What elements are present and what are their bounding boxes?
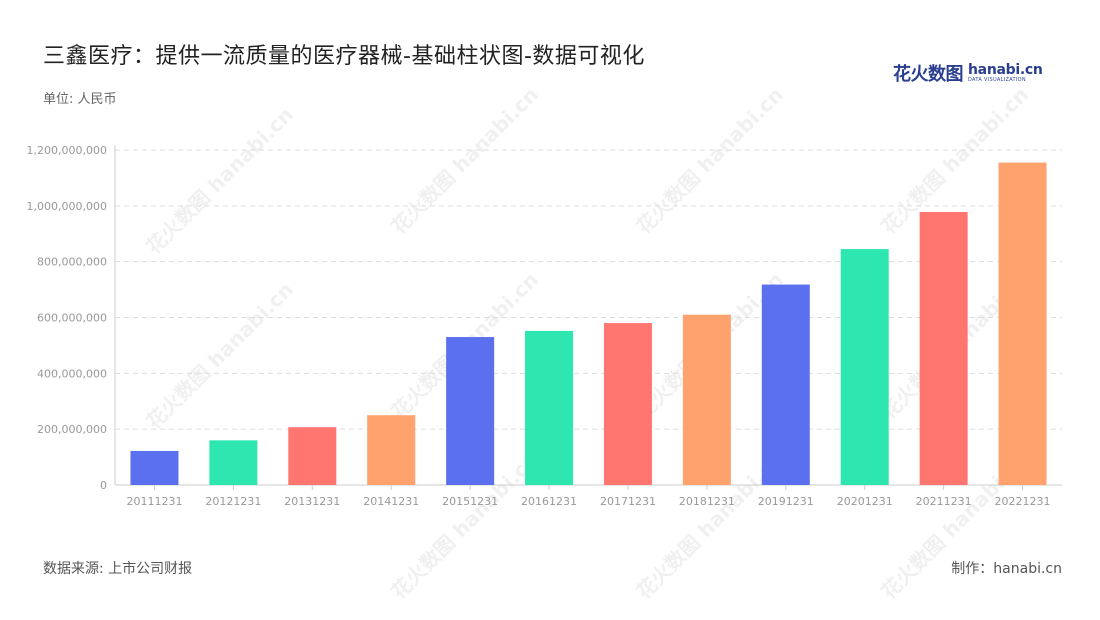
x-tick-label: 20151231: [442, 495, 498, 508]
bar: [682, 314, 731, 485]
y-tick-label: 600,000,000: [37, 312, 107, 325]
bar: [130, 450, 179, 485]
credit-label: 制作：hanabi.cn: [951, 561, 1062, 577]
bar: [209, 440, 258, 485]
x-tick-label: 20161231: [521, 495, 577, 508]
x-tick-label: 20121231: [205, 495, 261, 508]
x-tick-label: 20191231: [758, 495, 814, 508]
bar: [603, 323, 652, 485]
bar: [446, 337, 495, 485]
logo-text-en-group: hanabi.cn DATA VISUALIZATION: [968, 63, 1043, 83]
x-tick-label: 20131231: [284, 495, 340, 508]
y-tick-label: 1,000,000,000: [27, 200, 107, 213]
x-tick-label: 20181231: [679, 495, 735, 508]
x-tick-label: 20141231: [363, 495, 419, 508]
unit-label: 单位: 人民币: [43, 92, 117, 107]
y-tick-label: 200,000,000: [37, 423, 107, 436]
bar: [525, 330, 574, 485]
bar: [761, 284, 810, 485]
bar: [998, 162, 1047, 485]
y-tick-label: 400,000,000: [37, 367, 107, 380]
bar: [367, 415, 416, 485]
y-tick-label: 0: [100, 479, 107, 492]
data-source: 数据来源: 上市公司财报: [43, 561, 193, 577]
bar: [919, 211, 968, 485]
y-tick-label: 1,200,000,000: [27, 144, 107, 157]
x-tick-label: 20171231: [600, 495, 656, 508]
logo-text-en: hanabi.cn: [968, 62, 1043, 78]
x-tick-label: 20221231: [995, 495, 1051, 508]
y-tick-label: 800,000,000: [37, 256, 107, 269]
x-tick-label: 20201231: [837, 495, 893, 508]
bar: [288, 427, 337, 485]
bar: [840, 249, 889, 485]
x-tick-label: 20211231: [916, 495, 972, 508]
chart-title: 三鑫医疗：提供一流质量的医疗器械-基础柱状图-数据可视化: [43, 44, 645, 69]
brand-logo: 花火数图 hanabi.cn DATA VISUALIZATION: [893, 60, 1043, 86]
logo-subtext: DATA VISUALIZATION: [968, 77, 1026, 83]
logo-text-cn: 花火数图: [893, 64, 964, 85]
x-tick-label: 20111231: [126, 495, 182, 508]
